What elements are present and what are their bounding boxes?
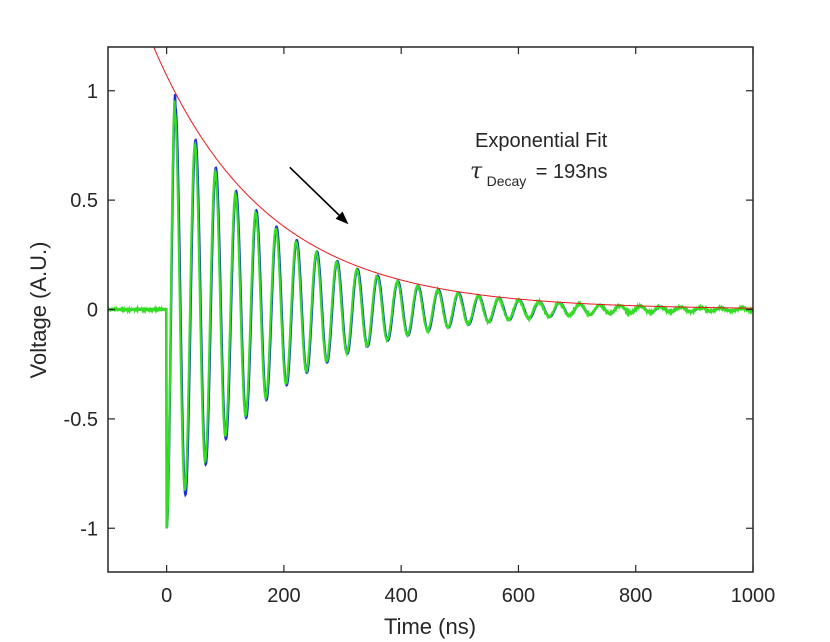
y-tick-label: 0 — [87, 300, 98, 322]
series-layer — [108, 47, 753, 529]
y-axis-label: Voltage (A.U.) — [26, 242, 51, 379]
x-tick-label: 200 — [267, 585, 300, 607]
y-axis: -1 -0.5 0 0.5 1 — [64, 81, 753, 540]
x-axis-label: Time (ns) — [384, 614, 476, 639]
x-tick-label: 400 — [384, 585, 417, 607]
y-tick-label: -0.5 — [64, 409, 98, 431]
y-tick-label: 0.5 — [70, 190, 98, 212]
y-tick-label: 1 — [87, 81, 98, 103]
y-tick-label: -1 — [80, 518, 98, 540]
annotation-tau-line: τ Decay = 193ns — [470, 159, 608, 190]
x-tick-label: 1000 — [731, 585, 776, 607]
tau-symbol: τ — [470, 159, 483, 184]
tau-value: = 193ns — [536, 161, 608, 183]
tau-subscript: Decay — [487, 173, 527, 189]
x-tick-label: 800 — [619, 585, 652, 607]
annotation-title: Exponential Fit — [475, 130, 608, 152]
series-line-green — [108, 100, 753, 529]
x-tick-label: 600 — [502, 585, 535, 607]
annotation-fit: Exponential Fit τ Decay = 193ns — [289, 130, 608, 225]
exponential-fit-line — [153, 47, 753, 309]
annotation-arrowhead — [335, 211, 349, 225]
x-tick-label: 0 — [161, 585, 172, 607]
x-axis: 0 200 400 600 800 1000 — [161, 47, 775, 607]
annotation-arrow — [289, 166, 340, 216]
